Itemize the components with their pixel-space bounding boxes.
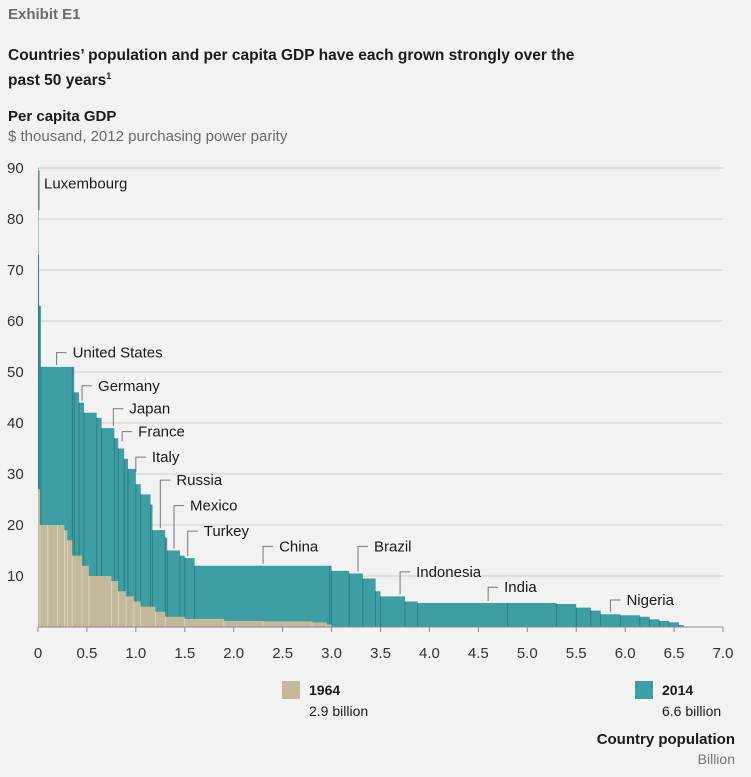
x-tick-label-2: 1.0 bbox=[125, 645, 146, 662]
legend-total-1964: 2.9 billion bbox=[309, 703, 369, 719]
legend-total-2014: 6.6 billion bbox=[662, 703, 722, 719]
annotation-leader-france bbox=[121, 431, 133, 442]
annotation-france: France bbox=[138, 424, 185, 441]
x-tick-label-10: 5.0 bbox=[517, 645, 538, 662]
annotation-italy: Italy bbox=[152, 449, 180, 466]
annotation-germany: Germany bbox=[98, 378, 160, 395]
x-tick-label-5: 2.5 bbox=[272, 645, 293, 662]
y-tick-label-3: 40 bbox=[7, 415, 24, 432]
y-tick-label-7: 80 bbox=[7, 211, 24, 228]
annotation-turkey: Turkey bbox=[204, 523, 250, 540]
legend-label-2014: 2014 bbox=[662, 682, 694, 698]
y-tick-label-4: 50 bbox=[7, 364, 24, 381]
x-tick-label-13: 6.5 bbox=[664, 645, 685, 662]
annotation-leader-nigeria bbox=[609, 599, 621, 613]
annotation-russia: Russia bbox=[176, 472, 223, 489]
annotation-luxembourg: Luxembourg bbox=[44, 175, 127, 192]
x-tick-label-11: 5.5 bbox=[566, 645, 587, 662]
x-tick-label-9: 4.5 bbox=[468, 645, 489, 662]
x-axis-unit: Billion bbox=[697, 751, 735, 767]
x-tick-label-7: 3.5 bbox=[370, 645, 391, 662]
annotation-brazil: Brazil bbox=[374, 538, 412, 555]
title-footnote: 1 bbox=[106, 71, 112, 81]
annotation-china: China bbox=[279, 538, 319, 555]
legend-swatch-1964 bbox=[282, 681, 300, 699]
x-tick-label-8: 4.0 bbox=[419, 645, 440, 662]
annotation-leader-germany bbox=[81, 385, 93, 401]
population-gdp-chart: 0 0.5 1.0 1.5 2.0 2.5 3.0 3.5 4.0 4.5 5.0 5.5 6.0 6.5… bbox=[7, 160, 734, 662]
annotation-united-states: United States bbox=[73, 345, 163, 362]
legend-swatch-2014 bbox=[635, 681, 653, 699]
x-tick-label-3: 1.5 bbox=[174, 645, 195, 662]
y-tick-label-0: 10 bbox=[7, 568, 24, 585]
annotation-leader-turkey bbox=[187, 530, 198, 557]
x-tick-label-1: 0.5 bbox=[76, 645, 97, 662]
y-tick-label-5: 60 bbox=[7, 313, 24, 330]
annotation-nigeria: Nigeria bbox=[626, 592, 674, 609]
annotation-leader-russia bbox=[159, 479, 171, 529]
x-tick-label-0: 0 bbox=[34, 645, 42, 662]
annotation-leader-italy bbox=[135, 456, 146, 472]
y-tick-label-2: 30 bbox=[7, 466, 24, 483]
y-tick-label-1: 20 bbox=[7, 517, 24, 534]
x-axis-label: Country population bbox=[596, 731, 735, 748]
x-tick-label-12: 6.0 bbox=[615, 645, 636, 662]
x-tick-label-14: 7.0 bbox=[713, 645, 734, 662]
chart-title: Countries’ population and per capita GDP… bbox=[8, 46, 608, 91]
annotation-leader-mexico bbox=[173, 505, 185, 549]
chart-title-text: Countries’ population and per capita GDP… bbox=[8, 47, 575, 90]
series-area-2014 bbox=[38, 168, 684, 627]
x-tick-label-6: 3.0 bbox=[321, 645, 342, 662]
y-tick-label-8: 90 bbox=[7, 160, 24, 177]
annotation-leader-china bbox=[262, 545, 274, 564]
legend-label-1964: 1964 bbox=[309, 682, 341, 698]
exhibit-label: Exhibit E1 bbox=[8, 6, 81, 23]
annotation-japan: Japan bbox=[129, 401, 170, 418]
annotation-indonesia: Indonesia bbox=[416, 564, 482, 581]
annotation-leader-brazil bbox=[357, 545, 368, 572]
annotation-leader-united-states bbox=[56, 352, 67, 365]
y-axis-label: Per capita GDP bbox=[8, 108, 117, 125]
annotation-india: India bbox=[504, 579, 537, 596]
y-tick-label-6: 70 bbox=[7, 262, 24, 279]
x-tick-label-4: 2.0 bbox=[223, 645, 244, 662]
annotation-leader-japan bbox=[112, 408, 124, 427]
y-axis-unit: $ thousand, 2012 purchasing power parity bbox=[8, 128, 288, 145]
annotation-leader-indonesia bbox=[399, 571, 411, 595]
annotation-mexico: Mexico bbox=[190, 498, 238, 515]
annotation-leader-india bbox=[487, 586, 499, 602]
